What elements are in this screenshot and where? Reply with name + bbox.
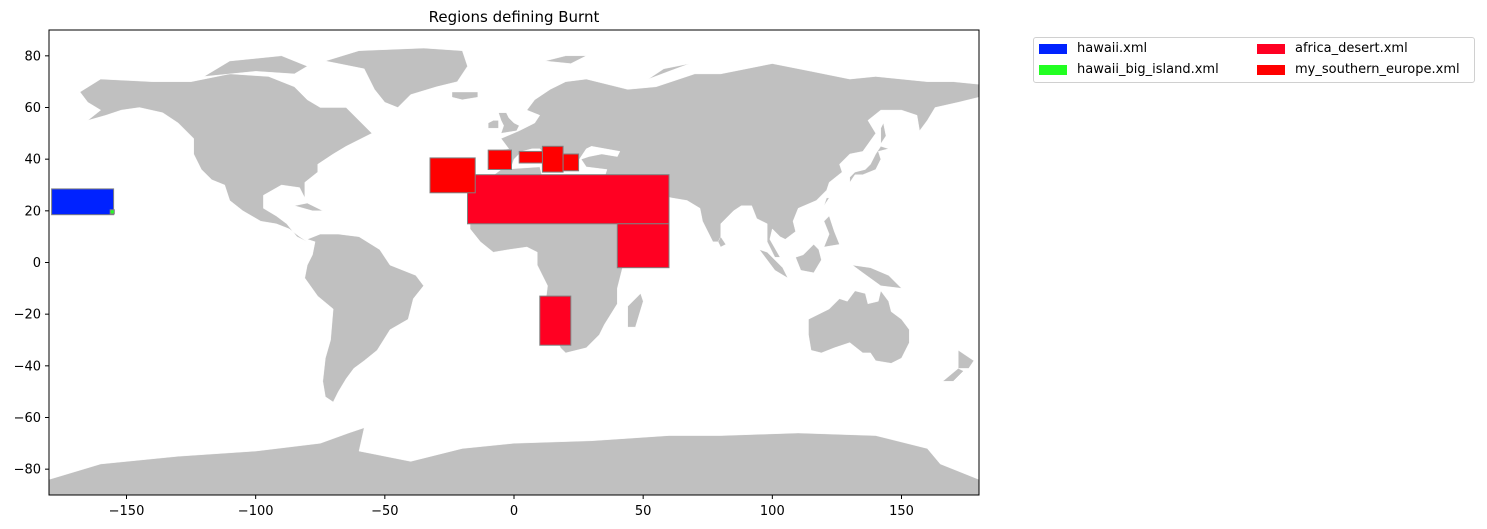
y-tick-label: −20 [14, 308, 41, 323]
legend: hawaii.xml hawaii_big_island.xml africa_… [1033, 37, 1475, 83]
region-africa-desert-1 [616, 223, 670, 269]
land-philippines [823, 215, 840, 248]
region-hawaii-0 [51, 188, 115, 216]
legend-swatch-africa-desert [1257, 43, 1285, 54]
legend-item-hawaii: hawaii.xml [1039, 41, 1147, 56]
y-tick-label: −60 [14, 411, 41, 426]
region-hawaii-big-island-0 [109, 209, 115, 215]
region-africa-desert-0 [467, 174, 670, 225]
land-madagascar [627, 293, 644, 328]
land-new-zealand [958, 349, 975, 369]
y-tick-label: 60 [24, 101, 41, 116]
land-japan [849, 146, 890, 184]
legend-label-africa-desert: africa_desert.xml [1295, 41, 1408, 56]
y-tick-label: 0 [33, 256, 41, 271]
region-my-southern-europe-4 [562, 153, 580, 172]
y-tick-label: −80 [14, 463, 41, 478]
land-greenland [325, 47, 468, 108]
x-tick-label: 100 [760, 504, 785, 519]
land-north-america [79, 73, 373, 242]
legend-label-hawaii: hawaii.xml [1077, 41, 1148, 56]
land-australia [808, 290, 910, 364]
legend-item-my-southern-europe: my_southern_europe.xml [1257, 62, 1460, 77]
x-tick-label: −100 [238, 504, 274, 519]
land-new-guinea [852, 264, 903, 289]
land-cuba [294, 202, 323, 212]
land-eurasia [487, 63, 979, 258]
land-iceland [451, 91, 478, 101]
y-tick-label: −40 [14, 359, 41, 374]
regions-layer [51, 145, 670, 346]
x-tick-label: 150 [889, 504, 914, 519]
region-my-southern-europe-2 [518, 150, 544, 164]
land-sri-lanka [717, 236, 727, 248]
region-my-southern-europe-3 [541, 145, 564, 173]
legend-item-africa-desert: africa_desert.xml [1257, 41, 1408, 56]
x-tick-label: 0 [510, 504, 518, 519]
y-tick-label: 20 [24, 204, 41, 219]
land-taiwan [823, 197, 830, 206]
land-sumatra [758, 249, 789, 279]
x-tick-label: 50 [635, 504, 652, 519]
x-tick-label: −150 [109, 504, 145, 519]
land-south-america [304, 233, 424, 403]
land-borneo [795, 244, 822, 274]
legend-label-my-southern-europe: my_southern_europe.xml [1295, 62, 1460, 77]
land-svalbard [544, 55, 587, 64]
legend-swatch-hawaii-big-island [1039, 64, 1067, 75]
land-antarctica [49, 427, 979, 495]
legend-swatch-hawaii [1039, 43, 1067, 54]
x-tick-label: −50 [371, 504, 398, 519]
y-tick-label: 40 [24, 153, 41, 168]
land-ireland [488, 120, 499, 129]
land-sakhalin [880, 122, 887, 145]
y-tick-label: 80 [24, 49, 41, 64]
land-novaya-zemlya [648, 63, 690, 80]
region-africa-desert-2 [539, 295, 572, 346]
land-new-zealand-south [942, 368, 964, 382]
land-arctic-islands [203, 55, 308, 77]
land-uk [498, 112, 520, 134]
legend-item-hawaii-big-island: hawaii_big_island.xml [1039, 62, 1219, 77]
y-axis-ticks: −80 −60 −40 −20 0 20 40 60 80 [14, 49, 49, 478]
x-axis-ticks: −150 −100 −50 0 50 100 150 [109, 495, 914, 519]
legend-swatch-my-southern-europe [1257, 64, 1285, 75]
legend-label-hawaii-big-island: hawaii_big_island.xml [1077, 62, 1219, 77]
region-my-southern-europe-0 [429, 157, 476, 194]
map-title: Regions defining Burnt [429, 8, 600, 26]
region-my-southern-europe-1 [487, 149, 513, 171]
